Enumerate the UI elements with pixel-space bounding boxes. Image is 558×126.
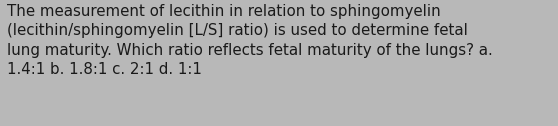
Text: The measurement of lecithin in relation to sphingomyelin
(lecithin/sphingomyelin: The measurement of lecithin in relation … (7, 4, 493, 77)
